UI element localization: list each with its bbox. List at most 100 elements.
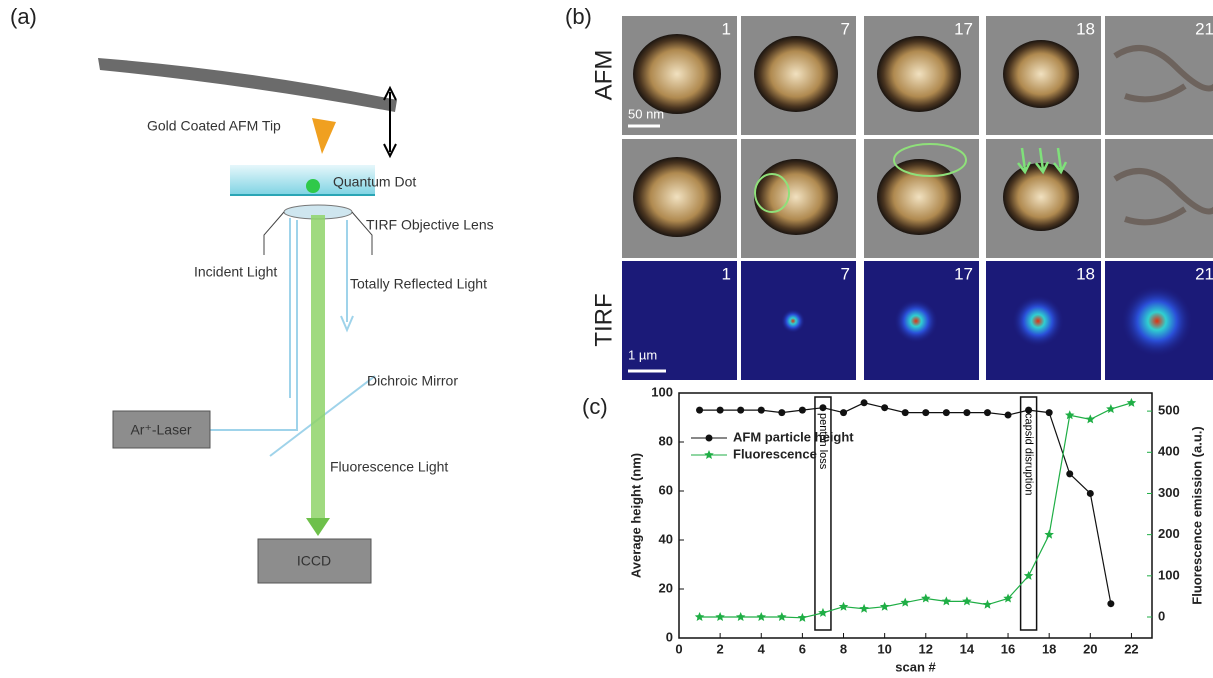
y2-tick-label: 400 <box>1158 444 1180 459</box>
particle <box>633 34 721 114</box>
diagram-label: Fluorescence Light <box>330 459 448 475</box>
arrow <box>1017 147 1032 175</box>
y-tick-label: 80 <box>659 433 673 448</box>
point <box>716 406 724 414</box>
annotation: penton loss <box>817 413 829 470</box>
x-tick-label: 20 <box>1083 641 1097 656</box>
particle <box>877 36 961 112</box>
point <box>715 612 725 622</box>
point <box>819 404 827 412</box>
panel-label: (b) <box>565 4 592 29</box>
point <box>818 607 828 617</box>
particle <box>754 159 838 235</box>
point <box>942 409 950 417</box>
particle <box>754 36 838 112</box>
point <box>1106 404 1116 414</box>
y-tick-label: 20 <box>659 580 673 595</box>
frame-number: 21 <box>1195 19 1213 38</box>
frame-number: 17 <box>954 19 973 38</box>
point <box>757 406 765 414</box>
point <box>737 406 745 414</box>
legend-marker <box>705 434 713 442</box>
point <box>1044 529 1054 539</box>
highlight <box>893 143 967 177</box>
x-tick-label: 22 <box>1124 641 1138 656</box>
y-tick-label: 40 <box>659 531 673 546</box>
annotation: capsid disruption <box>1023 413 1035 496</box>
scale-label: 50 nm <box>628 106 664 121</box>
x-tick-label: 18 <box>1042 641 1056 656</box>
point <box>941 596 952 606</box>
point <box>1003 593 1013 603</box>
point <box>777 612 787 622</box>
point <box>881 404 889 412</box>
y2-tick-label: 300 <box>1158 485 1180 500</box>
fluorescent-spot <box>1121 285 1193 357</box>
diagram-label: Gold Coated AFM Tip <box>147 118 281 134</box>
row-label: TIRF <box>590 293 617 346</box>
point <box>963 409 971 417</box>
x-tick-label: 16 <box>1001 641 1015 656</box>
point <box>900 597 910 607</box>
x-axis-title: scan # <box>895 659 936 674</box>
annotation-box <box>1019 396 1038 631</box>
diagram-label: Quantum Dot <box>333 174 416 190</box>
frame-number: 21 <box>1195 264 1213 283</box>
debris <box>1113 45 1213 103</box>
point <box>983 409 991 417</box>
frame-number: 18 <box>1076 264 1095 283</box>
y-axis-title: Average height (nm) <box>628 453 643 578</box>
debris <box>1113 168 1213 226</box>
particle <box>1003 40 1079 108</box>
chart: 0 2 4 6 8 10 12 14 16 18 20 22 0 20 40 60 80 100 0 100 200 30… <box>628 384 1204 674</box>
frame-number: 1 <box>722 264 731 283</box>
y2-tick-label: 0 <box>1158 608 1165 623</box>
diagram-label: ICCD <box>297 553 331 569</box>
point <box>696 406 704 414</box>
scale-label: 1 µm <box>628 347 657 362</box>
y2-tick-label: 500 <box>1158 403 1180 418</box>
diagram-label: Totally Reflected Light <box>350 276 487 292</box>
point <box>1085 414 1096 424</box>
y2-tick-label: 100 <box>1158 567 1180 582</box>
y2-axis-title: Fluorescence emission (a.u.) <box>1189 426 1204 604</box>
y-tick-label: 60 <box>659 482 673 497</box>
annotation-box <box>814 396 832 631</box>
point <box>962 596 972 606</box>
point <box>879 601 890 611</box>
point <box>921 593 931 603</box>
tirf-image <box>622 261 737 380</box>
legend-marker <box>704 450 714 460</box>
x-tick-label: 0 <box>675 641 682 656</box>
y-tick-label: 100 <box>651 384 673 399</box>
point <box>694 612 705 622</box>
frame-number: 1 <box>722 19 731 38</box>
point <box>1025 406 1033 414</box>
point <box>735 612 746 622</box>
x-tick-label: 2 <box>717 641 724 656</box>
point <box>860 399 868 407</box>
point <box>859 603 869 613</box>
x-tick-label: 4 <box>758 641 766 656</box>
point <box>1126 397 1137 407</box>
series-line <box>699 402 1132 619</box>
x-tick-label: 6 <box>799 641 806 656</box>
point <box>778 409 786 417</box>
arrow <box>1053 147 1068 175</box>
point <box>982 599 993 609</box>
frame-number: 18 <box>1076 19 1095 38</box>
frame-number: 17 <box>954 264 973 283</box>
afm-image <box>1105 16 1213 135</box>
setup-diagram <box>98 58 397 584</box>
point <box>1045 409 1053 417</box>
x-tick-label: 8 <box>840 641 847 656</box>
x-tick-label: 14 <box>960 641 975 656</box>
fluorescent-spot <box>781 309 805 333</box>
legend-label: Fluorescence <box>733 446 817 461</box>
point <box>1004 411 1012 419</box>
point <box>922 409 930 417</box>
diagram-label: TIRF Objective Lens <box>366 217 494 233</box>
particle <box>877 159 961 235</box>
